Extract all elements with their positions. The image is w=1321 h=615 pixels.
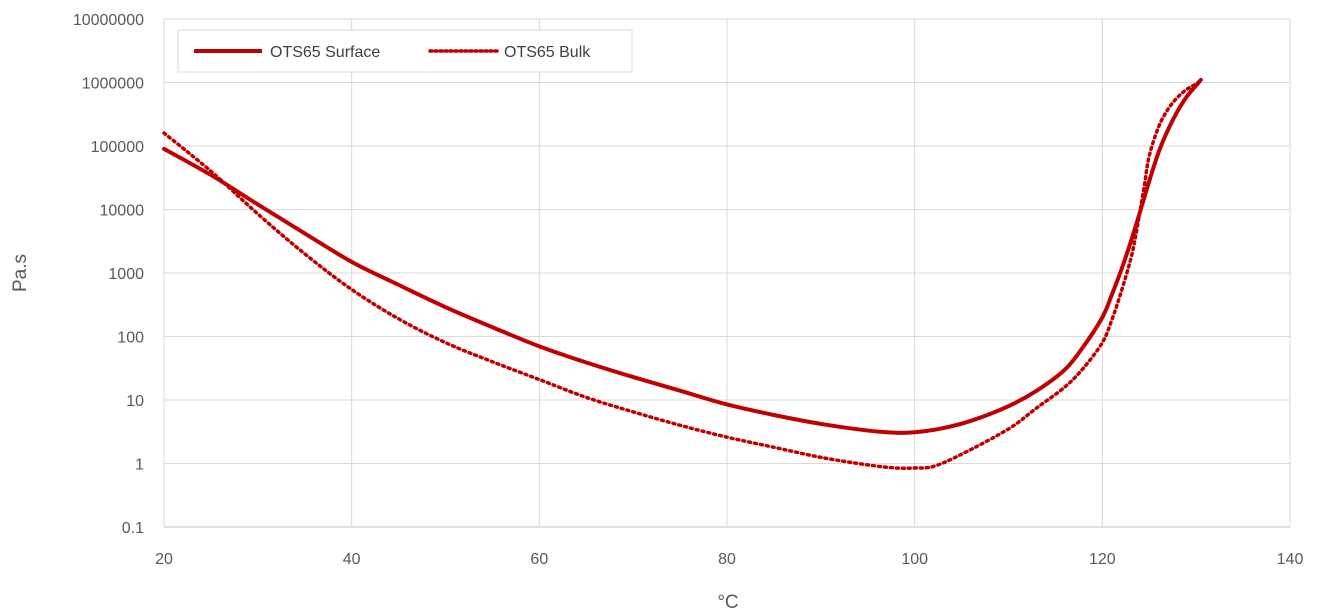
x-tick-label: 40 — [343, 551, 361, 568]
x-tick-label: 100 — [901, 551, 928, 568]
legend: OTS65 Surface OTS65 Bulk — [177, 29, 633, 73]
x-tick-label: 60 — [530, 551, 548, 568]
y-tick-label: 100000 — [91, 139, 144, 156]
y-tick-label: 10000000 — [73, 12, 144, 29]
series-line-ots65-surface — [162, 77, 1203, 435]
legend-label-ots65-bulk: OTS65 Bulk — [504, 44, 591, 61]
y-tick-label: 10 — [126, 393, 144, 410]
y-tick-label: 10000 — [100, 203, 145, 220]
grid — [163, 18, 1291, 528]
series-layer — [162, 77, 1203, 471]
y-tick-label: 0.1 — [122, 520, 144, 537]
y-tick-label: 1000000 — [82, 76, 144, 93]
legend-label-ots65-surface: OTS65 Surface — [270, 44, 380, 61]
series-line-ots65-bulk — [162, 78, 1203, 471]
x-tick-label: 80 — [718, 551, 736, 568]
x-tick-label: 140 — [1277, 551, 1304, 568]
y-axis-label: Pa.s — [10, 254, 31, 292]
x-axis-ticks: 20 40 60 80 100 120 140 — [155, 551, 1303, 568]
y-axis-ticks: 0.1 1 10 100 1000 10000 100000 1000000 10000000 — [73, 12, 144, 537]
x-axis-label: °C — [717, 592, 738, 613]
x-tick-label: 120 — [1089, 551, 1116, 568]
y-tick-label: 1 — [135, 457, 144, 474]
x-tick-label: 20 — [155, 551, 173, 568]
y-tick-label: 1000 — [108, 266, 144, 283]
y-tick-label: 100 — [117, 330, 144, 347]
